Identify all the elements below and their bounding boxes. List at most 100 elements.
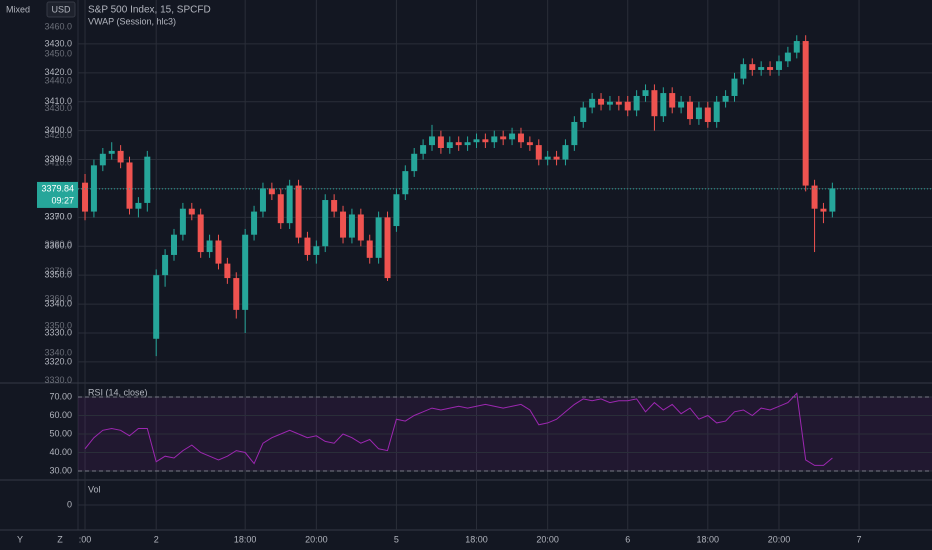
candle-body	[277, 194, 284, 224]
y-tick-label: 3380.0	[44, 239, 72, 249]
candle-body	[437, 136, 444, 148]
candle-body	[402, 171, 409, 195]
y-tick-label: 3340.0	[44, 348, 72, 358]
candle-body	[500, 136, 507, 140]
candle-body	[153, 275, 160, 339]
y-tick-label: 3330.0	[44, 327, 72, 337]
candle-body	[82, 182, 89, 212]
footer-button[interactable]: Y	[17, 534, 23, 544]
candle-body	[188, 208, 195, 215]
candle-body	[99, 153, 106, 166]
candle-body	[758, 67, 765, 70]
candle-body	[553, 156, 560, 160]
y-tick-label: 3430.0	[44, 103, 72, 113]
y-tick-label: 50.00	[49, 428, 72, 438]
candle-body	[322, 200, 329, 247]
candle-body	[678, 101, 685, 108]
y-tick-label: 3400.0	[44, 125, 72, 135]
candle-body	[357, 214, 364, 241]
indicator-title: VWAP (Session, hlc3)	[88, 16, 176, 26]
y-tick-label: 3430.0	[44, 38, 72, 48]
candle-body	[268, 188, 275, 195]
candle-body	[811, 185, 818, 209]
candle-body	[348, 214, 355, 238]
candle-body	[117, 150, 124, 163]
x-tick-label: 7	[857, 534, 862, 544]
candle-body	[259, 188, 266, 212]
y-tick-label: 3420.0	[44, 67, 72, 77]
y-tick-label: 40.00	[49, 447, 72, 457]
x-tick-label: 18:00	[697, 534, 720, 544]
candle-body	[713, 101, 720, 122]
candle-body	[491, 136, 498, 143]
scale-mode[interactable]: Mixed	[6, 4, 30, 14]
candle-body	[340, 211, 347, 238]
candle-body	[144, 156, 151, 203]
candle-body	[482, 139, 489, 143]
y-tick-label: 3370.0	[44, 212, 72, 222]
chart-title: S&P 500 Index, 15, SPCFD	[88, 5, 211, 16]
y-tick-label: 3450.0	[44, 49, 72, 59]
candle-body	[455, 142, 462, 146]
candle-body	[633, 95, 640, 111]
candle-body	[669, 93, 676, 108]
candle-body	[509, 133, 516, 140]
y-tick-label: 3440.0	[44, 76, 72, 86]
candle-body	[108, 150, 115, 154]
y-tick-label: 3350.0	[44, 270, 72, 280]
footer-button[interactable]: Z	[57, 534, 63, 544]
candle-body	[624, 101, 631, 111]
candle-body	[251, 211, 258, 235]
candle-body	[749, 64, 756, 70]
candle-body	[331, 200, 338, 212]
candle-body	[615, 101, 622, 105]
candle-body	[126, 162, 133, 209]
candle-body	[224, 263, 231, 279]
candle-body	[784, 52, 791, 62]
candle-body	[393, 194, 400, 227]
y-tick-label: 3410.0	[44, 96, 72, 106]
candle-body	[535, 145, 542, 160]
candle-body	[544, 156, 551, 160]
vol-title: Vol	[88, 484, 101, 494]
candle-body	[384, 217, 391, 279]
y-tick-label: 3340.0	[44, 298, 72, 308]
candle-body	[642, 90, 649, 96]
candle-body	[215, 240, 222, 264]
candle-body	[464, 142, 471, 146]
candle-body	[820, 208, 827, 212]
candle-body	[580, 107, 587, 122]
candle-body	[375, 217, 382, 258]
countdown-label: 09:27	[51, 195, 74, 205]
currency[interactable]: USD	[51, 4, 71, 14]
x-tick-label: 2	[154, 534, 159, 544]
x-tick-label: 18:00	[234, 534, 257, 544]
candle-body	[429, 136, 436, 146]
last-price-tag	[37, 181, 78, 208]
y-tick-label: 3420.0	[44, 130, 72, 140]
y-tick-label: 3370.0	[44, 266, 72, 276]
y-tick-label: 0	[67, 499, 72, 509]
candle-body	[517, 133, 524, 143]
candle-body	[722, 95, 729, 102]
y-tick-label: 60.00	[49, 410, 72, 420]
y-tick-label: 70.00	[49, 391, 72, 401]
candle-body	[179, 208, 186, 235]
y-tick-label: 3410.0	[44, 157, 72, 167]
candle-body	[366, 240, 373, 258]
currency-box[interactable]	[46, 1, 76, 18]
candle-body	[740, 64, 747, 79]
x-tick-label: 18:00	[465, 534, 488, 544]
candle-body	[731, 78, 738, 96]
candle-body	[295, 185, 302, 238]
candle-body	[589, 98, 596, 108]
rsi-title: RSI (14, close)	[88, 387, 148, 397]
last-price-label: 3379.84	[41, 183, 74, 193]
candle-body	[197, 214, 204, 253]
candle-body	[571, 121, 578, 146]
candle-body	[242, 234, 249, 310]
candle-body	[767, 67, 774, 70]
candle-body	[829, 188, 836, 212]
x-tick-label: 20:00	[768, 534, 791, 544]
y-tick-label: 3390.0	[44, 154, 72, 164]
